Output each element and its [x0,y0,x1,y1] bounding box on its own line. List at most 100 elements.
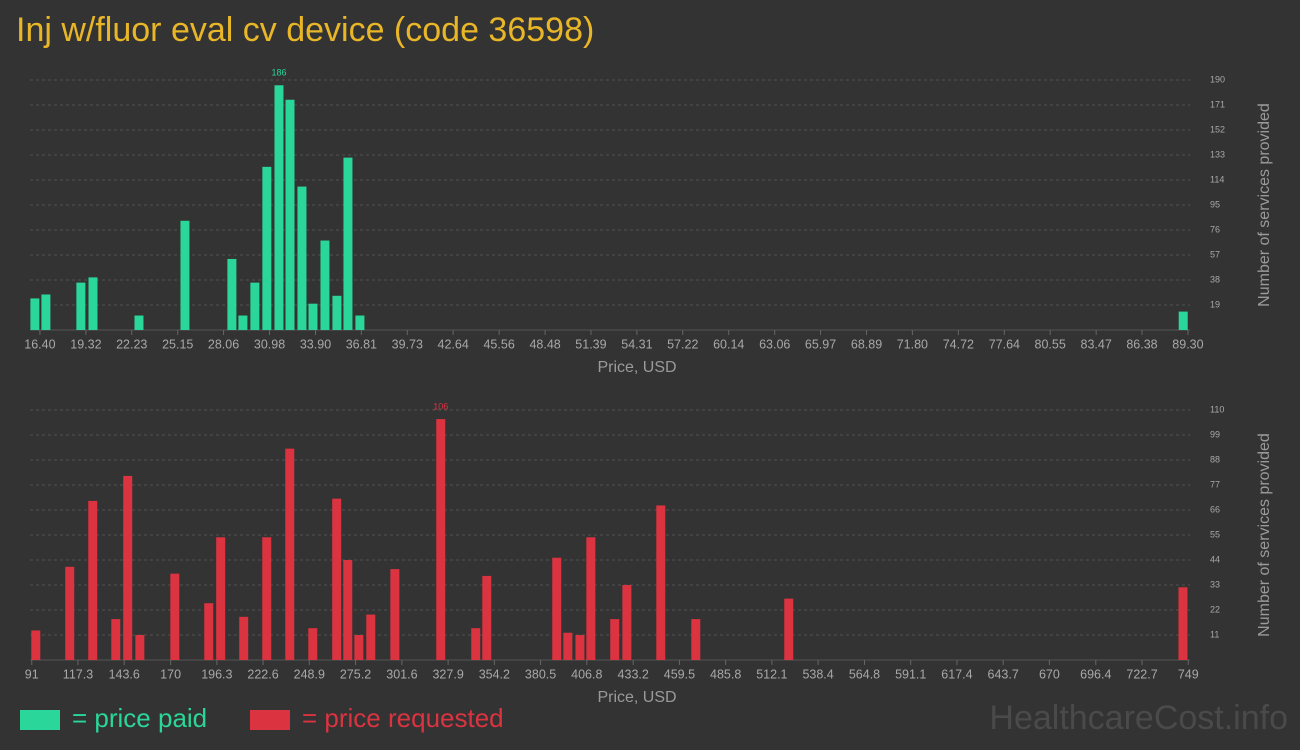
x-tick-label: 91 [25,667,39,681]
x-tick-label: 301.6 [386,667,417,681]
x-tick-label: 117.3 [63,667,93,681]
bar [320,240,330,330]
bar [31,630,41,660]
x-tick-label: 749 [1178,667,1199,681]
bar [610,619,620,660]
x-tick-label: 77.64 [989,337,1020,351]
x-tick-label: 406.8 [571,667,602,681]
bar [308,303,318,330]
y-tick-label: 55 [1210,529,1220,539]
x-tick-label: 86.38 [1126,337,1157,351]
x-tick-label: 25.15 [162,337,193,351]
bar [656,505,666,660]
x-tick-label: 512.1 [756,667,787,681]
y-tick-label: 95 [1210,199,1220,209]
x-tick-label: 248.9 [294,667,325,681]
bar [622,585,632,660]
bar [586,537,596,660]
bar [88,277,98,330]
y-axis-title: Number of services provided [1256,103,1273,307]
x-tick-label: 48.48 [529,337,560,351]
x-tick-label: 33.90 [300,337,331,351]
x-tick-label: 643.7 [988,667,1019,681]
bar [354,635,364,660]
bar [111,619,121,660]
bar [784,598,794,660]
bar [65,566,75,660]
bar [250,282,260,330]
bar [1178,311,1188,330]
bar [482,575,492,660]
bar [343,560,353,660]
bar [436,419,446,660]
y-tick-label: 19 [1210,299,1220,309]
bar [274,85,284,331]
x-tick-label: 42.64 [438,337,469,351]
bar [88,500,98,660]
bar [285,99,295,330]
y-tick-label: 66 [1210,504,1220,514]
bar [30,298,40,330]
y-tick-label: 110 [1210,404,1224,414]
legend-swatch [250,710,290,730]
x-tick-label: 39.73 [392,337,423,351]
x-tick-label: 60.14 [713,337,744,351]
x-tick-label: 71.80 [897,337,928,351]
x-tick-label: 722.7 [1126,667,1157,681]
bar [552,557,562,660]
bar [297,186,307,330]
x-tick-label: 74.72 [943,337,974,351]
y-tick-label: 190 [1210,74,1225,84]
y-tick-label: 57 [1210,249,1220,259]
y-tick-label: 152 [1210,124,1225,134]
x-tick-label: 617.4 [941,667,972,681]
y-tick-label: 22 [1210,604,1220,614]
x-tick-label: 83.47 [1081,337,1112,351]
bar [227,258,237,330]
data-label: 186 [271,68,286,78]
x-tick-label: 696.4 [1080,667,1111,681]
y-tick-label: 11 [1210,629,1219,639]
watermark: HealthcareCost.info [989,699,1288,737]
x-tick-label: 22.23 [116,337,147,351]
bar [366,614,376,660]
x-tick-label: 57.22 [667,337,698,351]
y-tick-label: 76 [1210,224,1220,234]
bar [170,573,180,660]
bar [308,628,318,660]
x-tick-label: 65.97 [805,337,836,351]
x-tick-label: 89.30 [1172,337,1203,351]
y-axis-title: Number of services provided [1256,433,1273,637]
y-tick-label: 33 [1210,579,1220,589]
x-axis-title: Price, USD [597,689,676,706]
x-tick-label: 51.39 [575,337,606,351]
bar [471,628,481,660]
bar [563,632,573,660]
x-tick-label: 143.6 [109,667,140,681]
bar [285,448,295,660]
y-tick-label: 88 [1210,454,1220,464]
bar [1178,587,1188,660]
x-tick-label: 63.06 [759,337,790,351]
x-tick-label: 170 [160,667,181,681]
data-label: 106 [433,401,448,411]
legend-label: = price requested [302,703,504,733]
bar [180,220,190,330]
bar [41,294,51,330]
x-tick-label: 485.8 [710,667,741,681]
bar [355,315,365,330]
bar [343,157,353,330]
x-tick-label: 28.06 [208,337,239,351]
x-tick-label: 196.3 [201,667,232,681]
bar [575,635,585,660]
x-tick-label: 433.2 [618,667,649,681]
x-tick-label: 538.4 [802,667,833,681]
y-tick-label: 114 [1210,174,1224,184]
x-tick-label: 670 [1039,667,1060,681]
x-tick-label: 327.9 [432,667,463,681]
x-tick-label: 68.89 [851,337,882,351]
bar [262,166,272,330]
y-tick-label: 44 [1210,554,1220,564]
y-tick-label: 99 [1210,429,1220,439]
x-tick-label: 564.8 [849,667,880,681]
